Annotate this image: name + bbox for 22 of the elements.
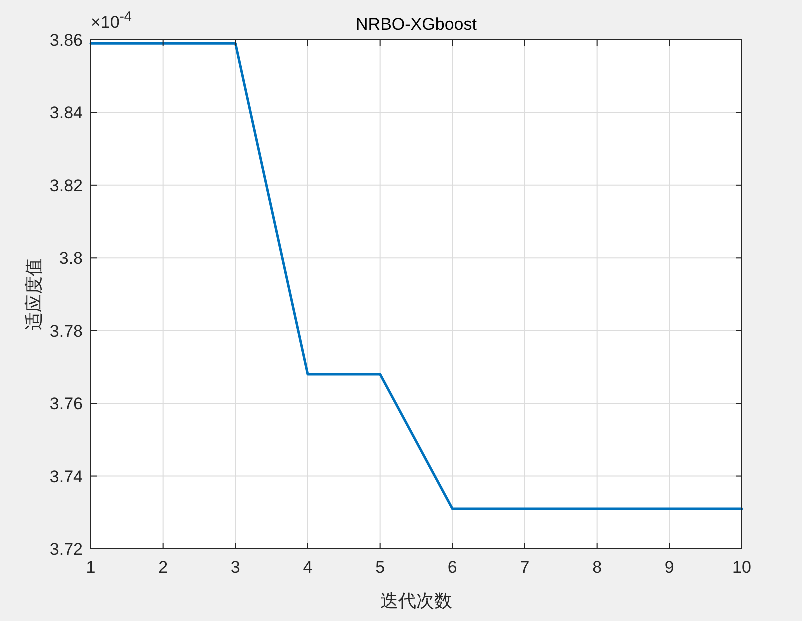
y-tick-label: 3.74 — [50, 467, 83, 486]
y-axis-title: 适应度值 — [24, 258, 44, 330]
x-tick-label: 8 — [592, 558, 602, 577]
x-tick-label: 4 — [303, 558, 313, 577]
chart-title: NRBO-XGboost — [356, 15, 478, 34]
y-tick-label: 3.76 — [50, 394, 83, 414]
x-tick-label: 1 — [86, 558, 96, 577]
x-tick-label: 2 — [158, 558, 168, 577]
x-tick-label: 3 — [230, 558, 240, 577]
text: ×10$^{-4}$ — [91, 8, 132, 32]
x-tick-label: 5 — [376, 558, 386, 577]
y-tick-label: 3.8 — [59, 249, 83, 268]
y-tick-label: 3.86 — [50, 31, 83, 50]
y-tick-label: 3.84 — [50, 104, 83, 123]
y-tick-label: 3.82 — [50, 176, 83, 196]
x-axis-title: 迭代次数 — [380, 591, 452, 611]
y-tick-label: 3.78 — [50, 322, 83, 341]
x-tick-label: 9 — [664, 558, 674, 577]
x-tick-label: 6 — [448, 558, 458, 577]
y-tick-label: 3.72 — [50, 540, 83, 559]
x-tick-label: 10 — [732, 558, 752, 577]
x-tick-label: 7 — [520, 558, 530, 577]
